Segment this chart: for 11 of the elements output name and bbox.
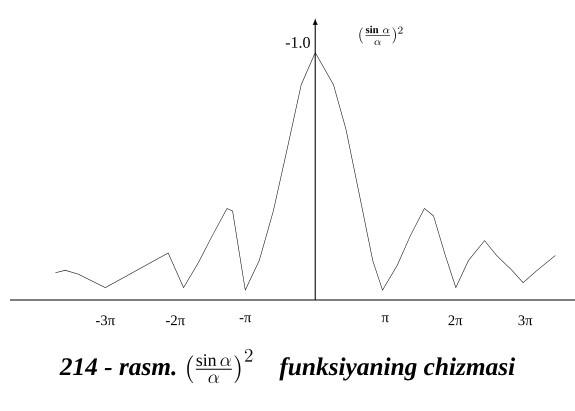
annotation: -1.0 <box>286 37 310 48</box>
text: 214 - rasm. <box>60 358 176 376</box>
x-tick-label: -3π <box>96 315 115 326</box>
text: funksiyaning chizmasi <box>279 357 516 380</box>
x-tick-label: 3π <box>518 315 532 326</box>
x-tick-label: -2π <box>166 315 185 326</box>
text: $\left(\frac{\sin\alpha}{\alpha}\right)^{2}$ <box>187 348 252 384</box>
x-tick-label: -π <box>240 315 252 322</box>
y-axis-title: $(\frac{\textbf{sin}\ \alpha}{\alpha})^{2}$ <box>359 26 403 46</box>
x-tick-label: 2π <box>448 315 462 326</box>
x-tick-label: π <box>382 315 389 322</box>
